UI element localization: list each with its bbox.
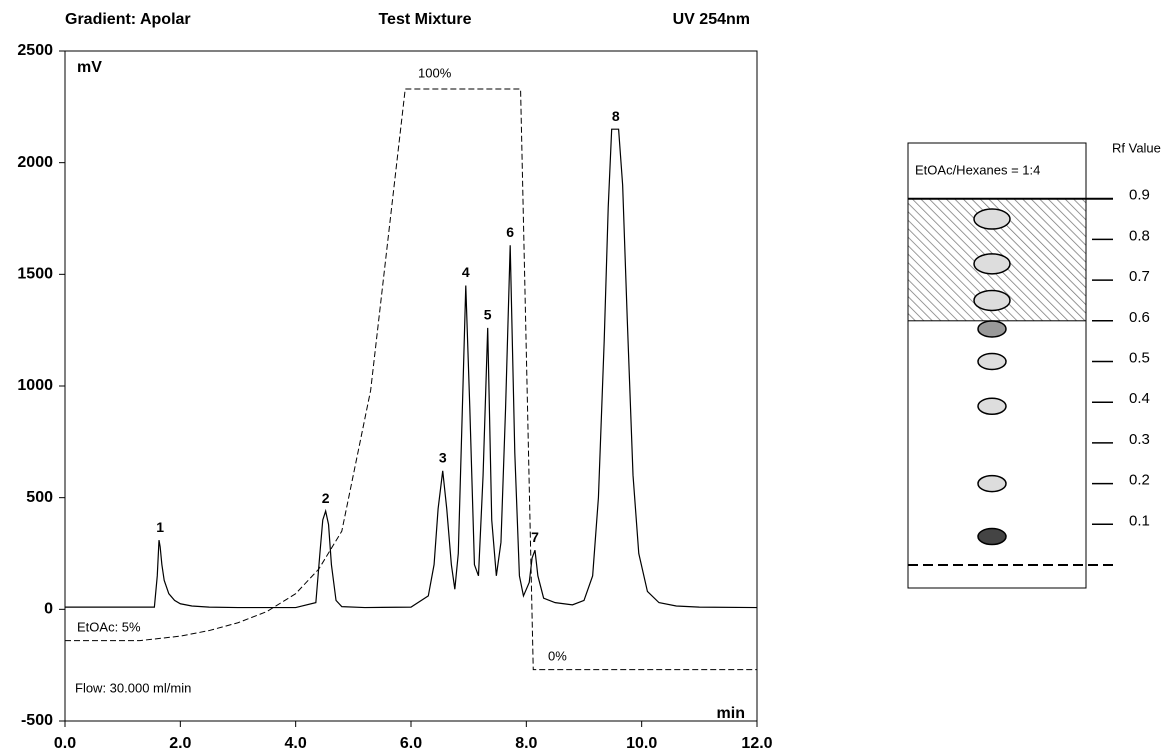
spot — [977, 320, 1007, 338]
y-tick-label: -500 — [21, 712, 53, 729]
plot-frame — [64, 50, 758, 722]
peak-label: 8 — [612, 108, 620, 124]
rf-tick-label: 0.4 — [1129, 390, 1150, 407]
spot — [973, 289, 1011, 312]
y-tick-label: 0 — [44, 601, 53, 618]
peak-label: 3 — [439, 450, 447, 466]
rf-tick-label: 0.1 — [1129, 512, 1150, 529]
spot — [973, 208, 1011, 230]
gradient-line — [65, 88, 757, 671]
rf-tick-label: 0.7 — [1129, 268, 1150, 285]
y-tick-label: 2000 — [17, 154, 53, 171]
subtitle-right: UV 254nm — [673, 11, 750, 28]
rf-tick-label: 0.2 — [1129, 472, 1150, 489]
spot — [977, 527, 1007, 546]
y-tick-label: 1500 — [17, 266, 53, 283]
peak-label: 1 — [156, 519, 164, 535]
subtitle-left: Gradient: Apolar — [65, 11, 191, 28]
y-tick-label: 500 — [26, 489, 53, 506]
rf-tick-label: 0.9 — [1129, 187, 1150, 204]
rf-tick-label: 0.6 — [1129, 309, 1150, 326]
x-tick-label: 10.0 — [626, 735, 657, 752]
peak-label: 7 — [531, 529, 539, 545]
x-tick-label: 2.0 — [169, 735, 191, 752]
trace-line — [65, 128, 758, 609]
y-tick-label: 1000 — [17, 377, 53, 394]
spot — [977, 397, 1007, 416]
x-tick-label: 6.0 — [400, 735, 422, 752]
peak-label: 4 — [462, 264, 470, 280]
spot — [973, 253, 1011, 275]
annotation: Flow: 30.000 ml/min — [75, 680, 191, 695]
x-tick-label: 8.0 — [515, 735, 537, 752]
annotation: 0% — [548, 648, 567, 663]
spot — [977, 352, 1007, 371]
rf-tick-label: 0.3 — [1129, 431, 1150, 448]
y-axis-label: mV — [77, 59, 102, 76]
rf-tick-label: 0.5 — [1129, 349, 1150, 366]
tlc-title: EtOAc/Hexanes = 1:4 — [915, 162, 1040, 177]
rf-axis-label: Rf Value — [1112, 140, 1161, 155]
peak-label: 6 — [506, 224, 514, 240]
peak-label: 5 — [484, 307, 492, 323]
rf-tick-label: 0.8 — [1129, 227, 1150, 244]
y-tick-label: 2500 — [17, 42, 53, 59]
x-axis-label: min — [717, 705, 745, 722]
annotation: EtOAc: 5% — [77, 619, 141, 634]
x-tick-label: 4.0 — [285, 735, 307, 752]
chart-title: Test Mixture — [378, 11, 471, 28]
x-tick-label: 12.0 — [741, 735, 772, 752]
annotation: 100% — [418, 65, 452, 80]
x-tick-label: 0.0 — [54, 735, 76, 752]
spot — [977, 474, 1007, 493]
peak-label: 2 — [322, 490, 330, 506]
